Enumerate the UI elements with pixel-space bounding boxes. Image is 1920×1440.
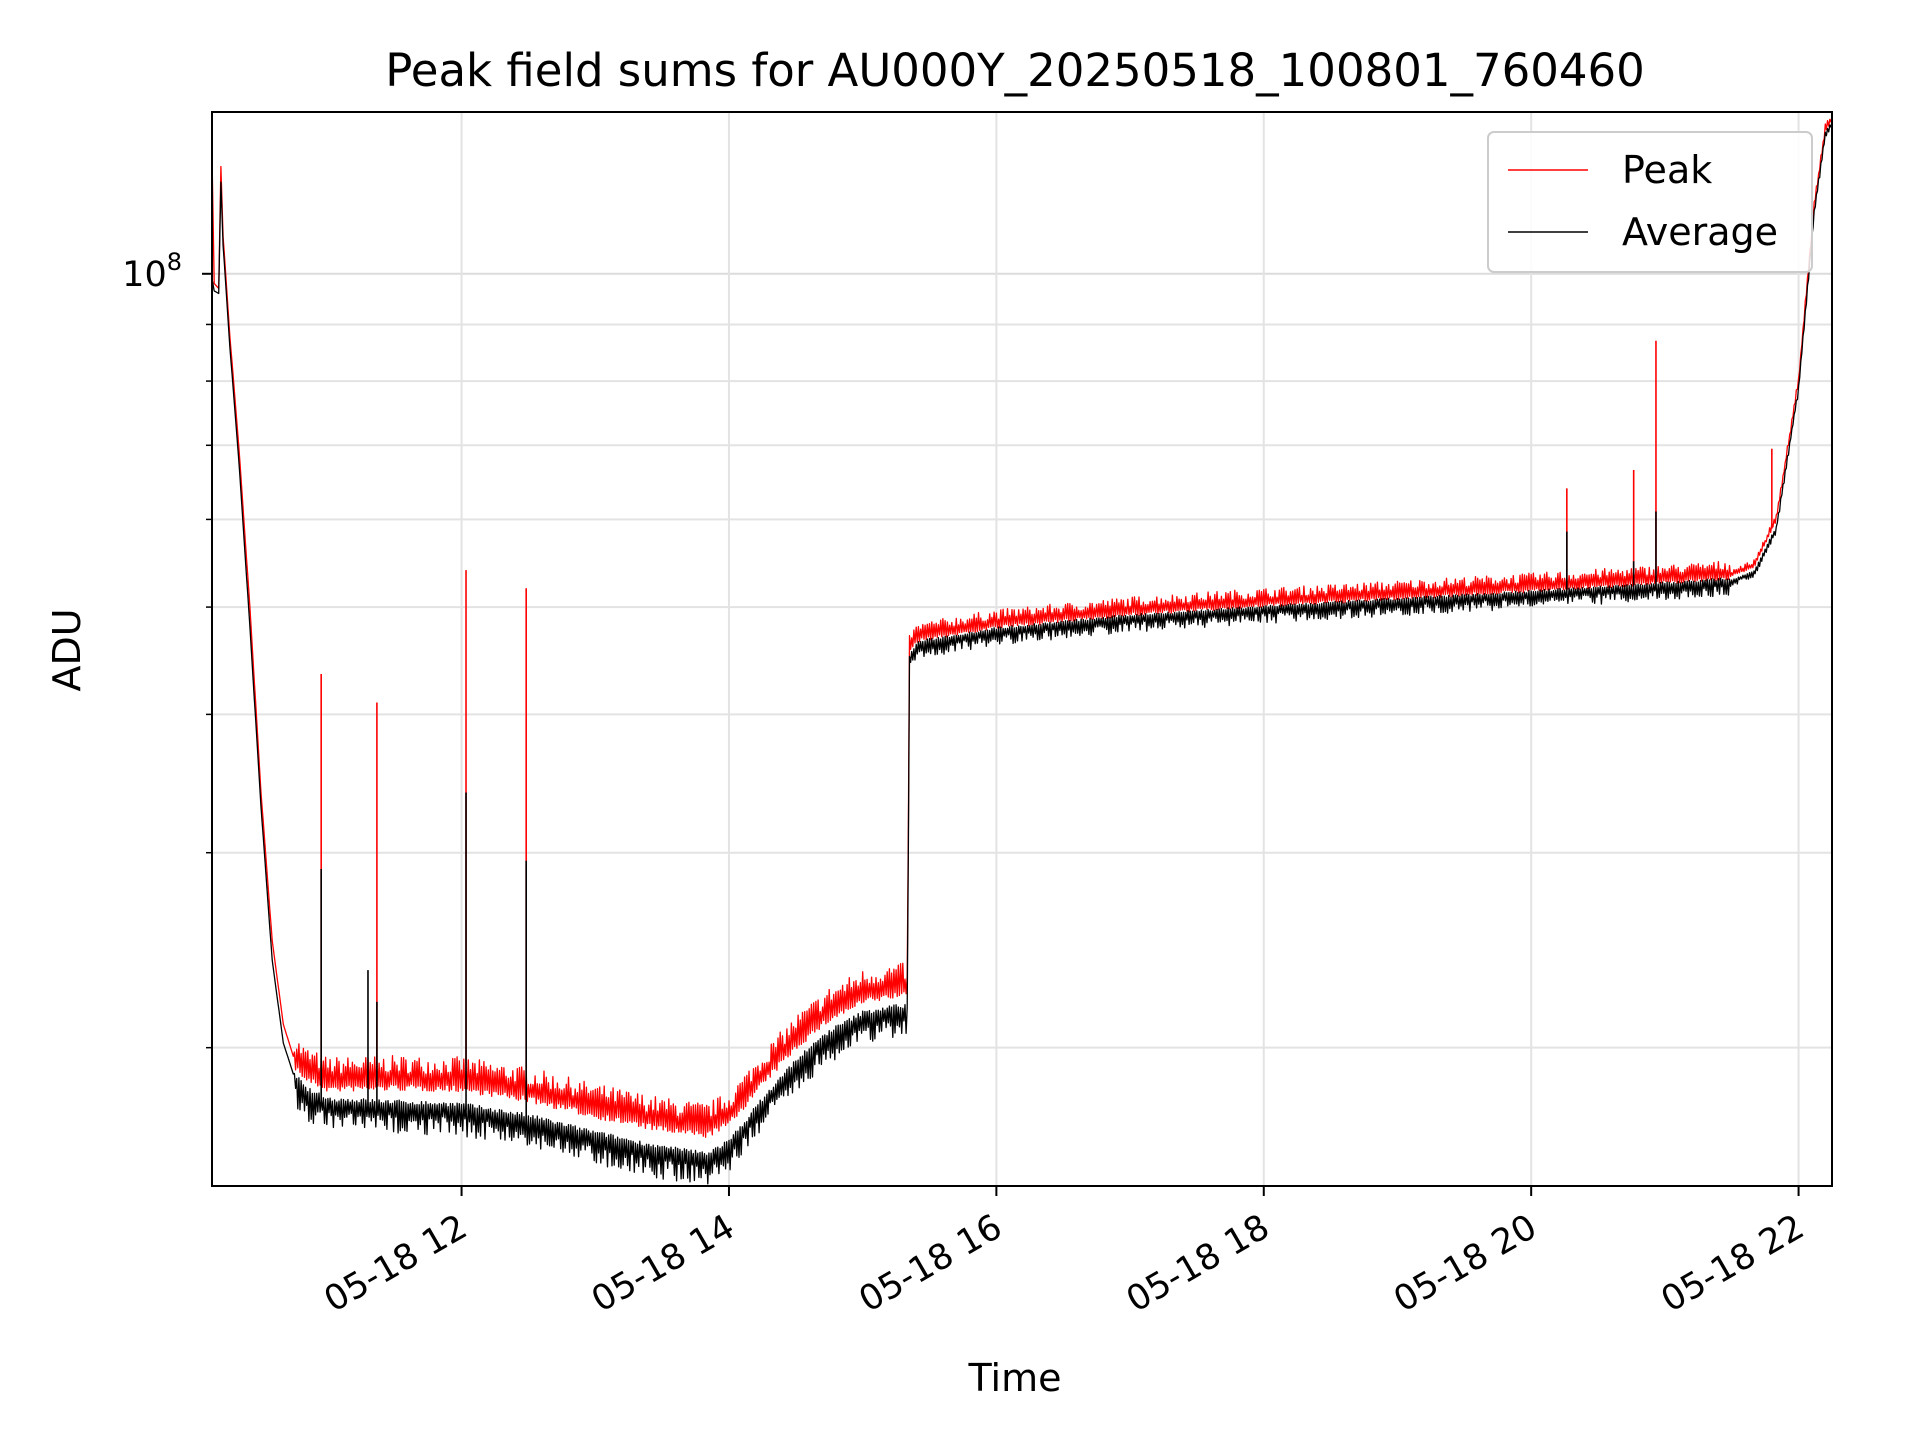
y-tick-label: 108	[122, 248, 182, 295]
series-line-average	[211, 121, 1833, 1185]
legend-label-peak: Peak	[1622, 148, 1712, 192]
chart-title: Peak field sums for AU000Y_20250518_1008…	[385, 44, 1645, 97]
series-layer	[211, 116, 1833, 1185]
legend-box	[1487, 131, 1813, 273]
legend-label-average: Average	[1622, 210, 1778, 254]
y-axis-label: ADU	[45, 608, 89, 691]
legend: Peak Average	[1487, 131, 1813, 273]
plot-frame	[211, 111, 1833, 1187]
grid	[212, 112, 1832, 1186]
x-axis-label: Time	[968, 1356, 1062, 1400]
series-line-peak	[211, 116, 1833, 1138]
